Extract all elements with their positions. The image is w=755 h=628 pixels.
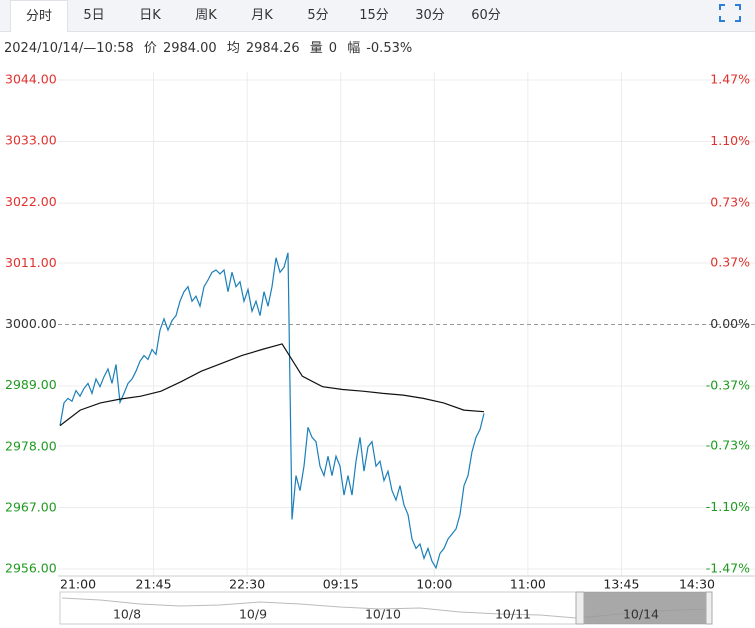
tab[interactable]: 分时 [10, 0, 68, 32]
x-tick-label: 13:45 [603, 577, 639, 592]
info-avg: 2984.26 [245, 41, 300, 56]
tab-bar: 分时 5日 日K 周K 月K 5分 15分 30分 60分 [0, 0, 755, 32]
tab[interactable]: 月K [251, 8, 273, 23]
y-tick-label: 2967.00 [5, 499, 57, 514]
y2-tick-label: 1.10% [710, 133, 750, 148]
info-label: 幅 [347, 41, 361, 56]
y2-tick-label: 0.73% [710, 195, 750, 210]
info-volume: 0 [328, 41, 338, 56]
navigator: 10/8 10/9 10/10 10/11 10/14 [59, 591, 713, 625]
navigator-selection [584, 592, 706, 624]
x-tick-label: 09:15 [323, 577, 359, 592]
x-tick-label: 22:30 [229, 577, 265, 592]
navigator-label: 10/8 [113, 607, 141, 622]
y2-tick-label: -0.73% [706, 437, 750, 452]
y-tick-label: 3011.00 [5, 255, 57, 270]
price-line [59, 343, 485, 427]
x-tick-label: 14:30 [679, 577, 715, 592]
info-label: 量 [309, 41, 323, 56]
info-price: 2984.00 [162, 41, 217, 56]
x-tick-label: 21:45 [136, 577, 172, 592]
x-tick-label: 10:00 [416, 577, 452, 592]
navigator-label: 10/14 [623, 607, 659, 622]
y2-tick-label: 0.00% [710, 316, 750, 331]
tab[interactable]: 30分 [415, 8, 445, 23]
info-label: 价 [143, 41, 157, 56]
y-tick-label: 2989.00 [5, 377, 57, 392]
y2-tick-label: -1.10% [706, 499, 750, 514]
x-tick-label: 21:00 [60, 577, 96, 592]
navigator-label: 10/9 [239, 607, 267, 622]
tab[interactable]: 60分 [471, 8, 501, 23]
price-line [59, 252, 485, 570]
navigator-label: 10/11 [495, 607, 531, 622]
x-tick-label: 11:00 [510, 577, 546, 592]
y-tick-label: 3044.00 [5, 72, 57, 87]
expand-icon[interactable] [719, 4, 741, 22]
navigator-label: 10/10 [365, 607, 401, 622]
y-tick-label: 2978.00 [5, 438, 57, 453]
tab[interactable]: 周K [195, 8, 217, 23]
y2-tick-label: 0.37% [710, 254, 750, 269]
expand-icon-path[interactable] [719, 4, 741, 22]
tab[interactable]: 15分 [359, 8, 389, 23]
y-tick-label: 3033.00 [5, 133, 57, 148]
navigator-handle [705, 591, 713, 625]
y-tick-label: 3022.00 [5, 194, 57, 209]
tab[interactable]: 日K [139, 8, 161, 23]
y2-tick-label: -0.37% [706, 378, 750, 393]
tab[interactable]: 5分 [307, 8, 329, 23]
y-tick-label: 3000.00 [5, 316, 57, 331]
y-tick-label: 2956.00 [5, 561, 57, 576]
y2-tick-label: 1.47% [710, 72, 750, 87]
y2-tick-label: -1.47% [706, 561, 750, 576]
tab[interactable]: 5日 [83, 8, 105, 23]
info-label: 均 [226, 41, 240, 56]
navigator-handle [575, 591, 585, 625]
info-change: -0.53% [366, 41, 413, 56]
info-time: 2024/10/14/—10:58 [4, 41, 134, 56]
